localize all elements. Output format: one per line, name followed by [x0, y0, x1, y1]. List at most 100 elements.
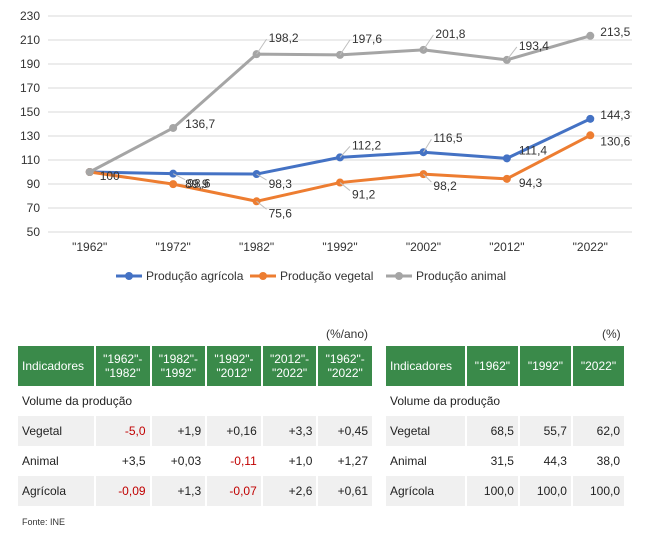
row-label: Agrícola	[18, 476, 94, 506]
data-label: 111,4	[519, 143, 548, 157]
y-tick-label: 190	[20, 57, 40, 71]
table-cell: +3,5	[121, 454, 146, 468]
table-row: Vegetal -5,0 +1,9 +0,16 +3,3 +0,45	[18, 416, 372, 446]
y-tick-label: 130	[20, 129, 40, 143]
row-label: Vegetal	[386, 416, 465, 446]
column-header: "2012"-"2022"	[262, 346, 317, 386]
y-tick-label: 50	[27, 225, 41, 239]
table-cell: +0,03	[170, 454, 202, 468]
series-point-1	[169, 180, 178, 189]
table-cell: 44,3	[543, 454, 567, 468]
data-label: 201,8	[435, 27, 465, 41]
series-line-1	[89, 133, 591, 203]
x-tick-label: "2012"	[489, 240, 524, 254]
section-label: Volume da produção	[22, 393, 133, 408]
series-point-0	[586, 114, 595, 123]
label-leader	[423, 138, 432, 153]
data-label: 130,6	[600, 134, 630, 148]
label-leader	[172, 173, 186, 181]
row-label: Animal	[22, 454, 59, 468]
rates-unit: (%/ano)	[326, 327, 369, 341]
data-label: 89,9	[185, 177, 209, 191]
data-label: 213,5	[600, 25, 630, 39]
data-label: 98,3	[269, 177, 293, 191]
label-leader	[256, 200, 267, 210]
x-tick-label: "2002"	[406, 240, 441, 254]
rates-table: Indicadores "1962"-"1982" "1982"-"1992" "19…	[16, 346, 374, 506]
legend-label: Produção vegetal	[280, 269, 373, 283]
label-leader	[256, 38, 267, 55]
table-cell: 55,7	[519, 416, 571, 446]
table-cell: 100,0	[466, 476, 518, 506]
table-cell: -0,09	[95, 476, 150, 506]
legend-marker-1	[259, 272, 267, 280]
x-tick-label: "1972"	[156, 240, 191, 254]
header-indicadores: Indicadores	[386, 346, 465, 386]
data-label: 198,2	[269, 31, 299, 45]
source-note: Fonte: INE	[22, 517, 66, 527]
x-tick-label: "1982"	[239, 240, 274, 254]
data-label: 116,5	[433, 131, 462, 145]
table-cell: +1,3	[151, 476, 206, 506]
table-cell: +3,3	[262, 416, 317, 446]
column-header: "1962"	[466, 346, 518, 386]
label-leader	[256, 173, 267, 181]
data-label: 144,3	[600, 108, 630, 122]
series-point-2	[586, 31, 595, 40]
data-label: 136,7	[185, 117, 215, 131]
section-label: Volume da produção	[390, 393, 501, 408]
table-cell: 100,0	[572, 476, 624, 506]
header-indicadores: Indicadores	[18, 346, 94, 386]
label-leader	[423, 173, 432, 183]
table-cell: 31,5	[490, 454, 514, 468]
series-point-0	[502, 154, 511, 163]
table-cell: -5,0	[95, 416, 150, 446]
data-label: 94,3	[519, 176, 543, 190]
data-label: 98,6	[187, 177, 211, 191]
label-leader	[339, 39, 351, 56]
column-header: "1992"	[519, 346, 571, 386]
table-cell: +1,0	[288, 454, 313, 468]
share-table: Indicadores "1962" "1992" "2022" Volume da p…	[384, 346, 626, 506]
table-cell: +1,27	[337, 454, 368, 468]
label-leader	[339, 182, 351, 191]
x-tick-label: "1962"	[72, 240, 107, 254]
table-cell: +1,9	[151, 416, 206, 446]
table-row: Vegetal 68,5 55,7 62,0	[386, 416, 624, 446]
y-tick-label: 110	[21, 153, 40, 167]
table-row: Agrícola 100,0 100,0 100,0	[386, 476, 624, 506]
y-tick-label: 90	[27, 177, 41, 191]
data-label: 197,6	[352, 32, 382, 46]
column-header: "1962"-"2022"	[318, 346, 372, 386]
row-label: Agrícola	[386, 476, 465, 506]
row-label: Animal	[390, 454, 427, 468]
line-chart: 50 70 90 110 130 150 170 190 210 230 "1962" "1972" "…	[20, 9, 632, 283]
data-label: 91,2	[352, 188, 376, 202]
legend-label: Produção animal	[416, 269, 506, 283]
y-tick-label: 70	[27, 201, 41, 215]
label-leader	[339, 146, 351, 158]
label-leader	[423, 34, 434, 51]
column-header: "1982"-"1992"	[151, 346, 206, 386]
table-cell: +2,6	[262, 476, 317, 506]
data-label: 75,6	[269, 206, 293, 220]
series-point-2	[169, 123, 178, 132]
y-tick-label: 150	[20, 105, 40, 119]
table-cell: 38,0	[596, 454, 620, 468]
y-tick-label: 210	[20, 33, 40, 47]
table-row: Animal 31,5 44,3 38,0	[386, 446, 624, 476]
row-label: Vegetal	[18, 416, 94, 446]
column-header: "2022"	[572, 346, 624, 386]
table-cell: +0,45	[318, 416, 372, 446]
y-tick-label: 170	[20, 81, 40, 95]
table-cell: 100,0	[519, 476, 571, 506]
table-cell: -0,11	[230, 454, 257, 468]
table-cell: +0,16	[207, 416, 261, 446]
data-label: 98,2	[433, 179, 457, 193]
series-point-2	[85, 168, 94, 176]
series-point-1	[502, 174, 511, 183]
table-row: Animal +3,5 +0,03 -0,11 +1,0 +1,27	[18, 446, 372, 476]
series-point-1	[586, 131, 595, 140]
y-tick-label: 230	[20, 9, 40, 23]
legend-label: Produção agrícola	[146, 269, 244, 283]
